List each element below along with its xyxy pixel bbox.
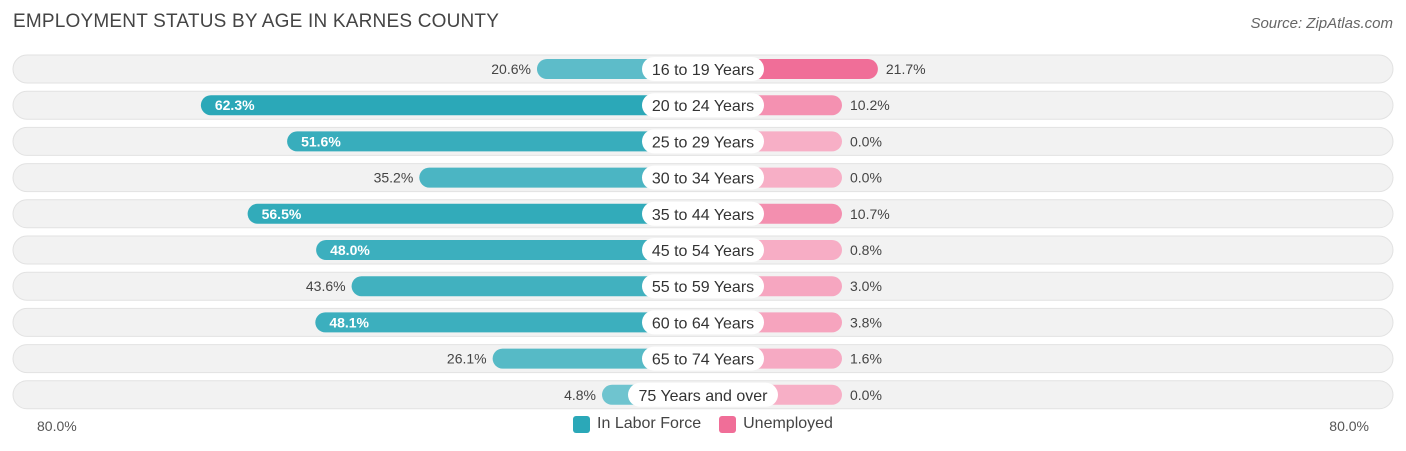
value-label-labor-force: 48.0%	[330, 242, 370, 258]
category-label-bg	[642, 346, 764, 371]
category-label: 55 to 59 Years	[652, 279, 754, 296]
category-label: 75 Years and over	[639, 388, 769, 405]
category-label-bg	[642, 310, 764, 335]
category-label-bg	[642, 57, 764, 81]
category-label-bg	[642, 129, 764, 154]
category-label: 30 to 34 Years	[652, 171, 754, 188]
value-label-labor-force: 35.2%	[374, 170, 414, 186]
legend-label-unemployed: Unemployed	[743, 415, 833, 432]
value-label-labor-force: 56.5%	[262, 206, 302, 222]
value-label-labor-force: 51.6%	[301, 133, 341, 149]
legend: In Labor Force Unemployed	[0, 415, 1406, 433]
category-label: 25 to 29 Years	[652, 134, 754, 151]
category-label-bg	[642, 238, 764, 262]
value-label-unemployed: 1.6%	[850, 351, 882, 367]
value-label-unemployed: 0.0%	[850, 133, 882, 149]
bar-labor-force	[419, 167, 703, 188]
legend-item-unemployed: Unemployed	[719, 415, 833, 433]
value-label-labor-force: 48.1%	[329, 314, 369, 330]
legend-label-labor-force: In Labor Force	[597, 415, 702, 432]
value-label-labor-force: 43.6%	[306, 278, 346, 294]
category-label: 35 to 44 Years	[652, 207, 754, 224]
category-label-bg	[642, 93, 764, 118]
chart-title: EMPLOYMENT STATUS BY AGE IN KARNES COUNT…	[13, 11, 500, 32]
value-label-labor-force: 20.6%	[491, 61, 531, 77]
category-label: 65 to 74 Years	[652, 352, 754, 369]
value-label-unemployed: 0.0%	[850, 170, 882, 186]
value-label-unemployed: 10.7%	[850, 206, 890, 222]
legend-item-labor-force: In Labor Force	[573, 415, 701, 433]
category-label: 16 to 19 Years	[652, 62, 754, 79]
value-label-unemployed: 0.8%	[850, 242, 882, 258]
category-label: 60 to 64 Years	[652, 315, 754, 332]
value-label-labor-force: 62.3%	[215, 97, 255, 113]
legend-swatch-labor-force	[573, 415, 591, 433]
source-label: Source: ZipAtlas.com	[1250, 15, 1393, 32]
category-label: 45 to 54 Years	[652, 243, 754, 260]
chart-plot: 16 to 19 Years 20.6% 21.7% 20 to 24 Years 62…	[12, 54, 1394, 410]
bar-labor-force	[316, 240, 703, 260]
category-label-bg	[628, 382, 778, 407]
value-label-unemployed: 3.8%	[850, 314, 882, 330]
bar-labor-force	[247, 203, 704, 224]
category-label-bg	[642, 274, 764, 299]
category-label-bg	[642, 201, 764, 226]
bar-labor-force	[315, 312, 703, 333]
category-label-bg	[642, 165, 764, 190]
value-label-unemployed: 10.2%	[850, 97, 890, 113]
axis-label-right: 80.0%	[1329, 418, 1369, 434]
value-label-labor-force: 4.8%	[564, 387, 596, 403]
axis-label-left: 80.0%	[37, 418, 77, 434]
value-label-unemployed: 0.0%	[850, 387, 882, 403]
value-label-labor-force: 26.1%	[447, 351, 487, 367]
value-label-unemployed: 3.0%	[850, 278, 882, 294]
bar-labor-force	[200, 95, 703, 116]
bar-labor-force	[351, 276, 703, 297]
value-label-unemployed: 21.7%	[886, 61, 926, 77]
bar-labor-force	[287, 131, 703, 152]
legend-swatch-unemployed	[719, 415, 737, 433]
category-label: 20 to 24 Years	[652, 98, 754, 115]
